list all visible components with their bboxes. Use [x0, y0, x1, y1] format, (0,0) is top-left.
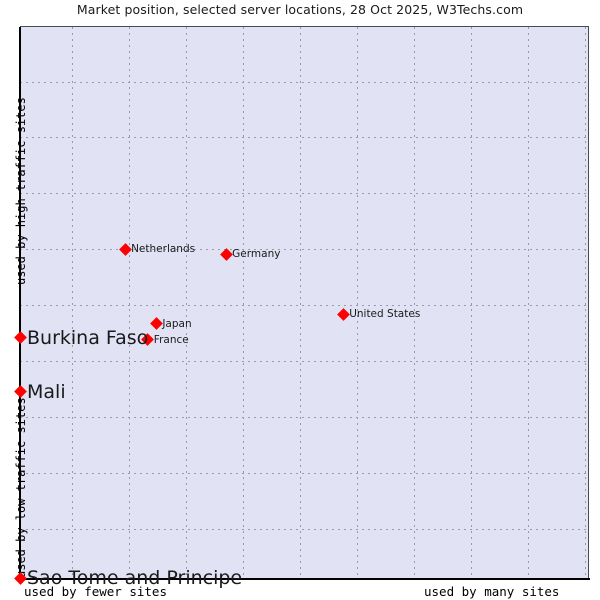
- data-point-label: Sao Tome and Principe: [27, 567, 243, 589]
- plot-border-top: [20, 26, 589, 27]
- data-point-label: France: [153, 333, 189, 346]
- data-point-label: United States: [349, 308, 421, 321]
- chart-title: Market position, selected server locatio…: [76, 2, 524, 17]
- x-axis-line: [19, 578, 590, 580]
- gridlines: [20, 27, 588, 578]
- plot-area: [20, 27, 588, 578]
- plot-border-right: [588, 26, 589, 579]
- y-axis-line: [19, 27, 21, 580]
- data-point-label: Japan: [162, 317, 192, 330]
- y-axis-label-low-traffic: used by low traffic sites: [14, 397, 28, 578]
- x-axis-label-fewer-sites: used by fewer sites: [24, 584, 167, 599]
- data-point-label: Mali: [27, 380, 66, 403]
- data-point-label: Burkina Faso: [27, 326, 149, 349]
- x-axis-label-many-sites: used by many sites: [424, 584, 560, 599]
- data-point-label: Germany: [232, 248, 281, 260]
- y-axis-label-high-traffic: used by high traffic sites: [14, 97, 28, 285]
- data-point-label: Netherlands: [131, 243, 196, 256]
